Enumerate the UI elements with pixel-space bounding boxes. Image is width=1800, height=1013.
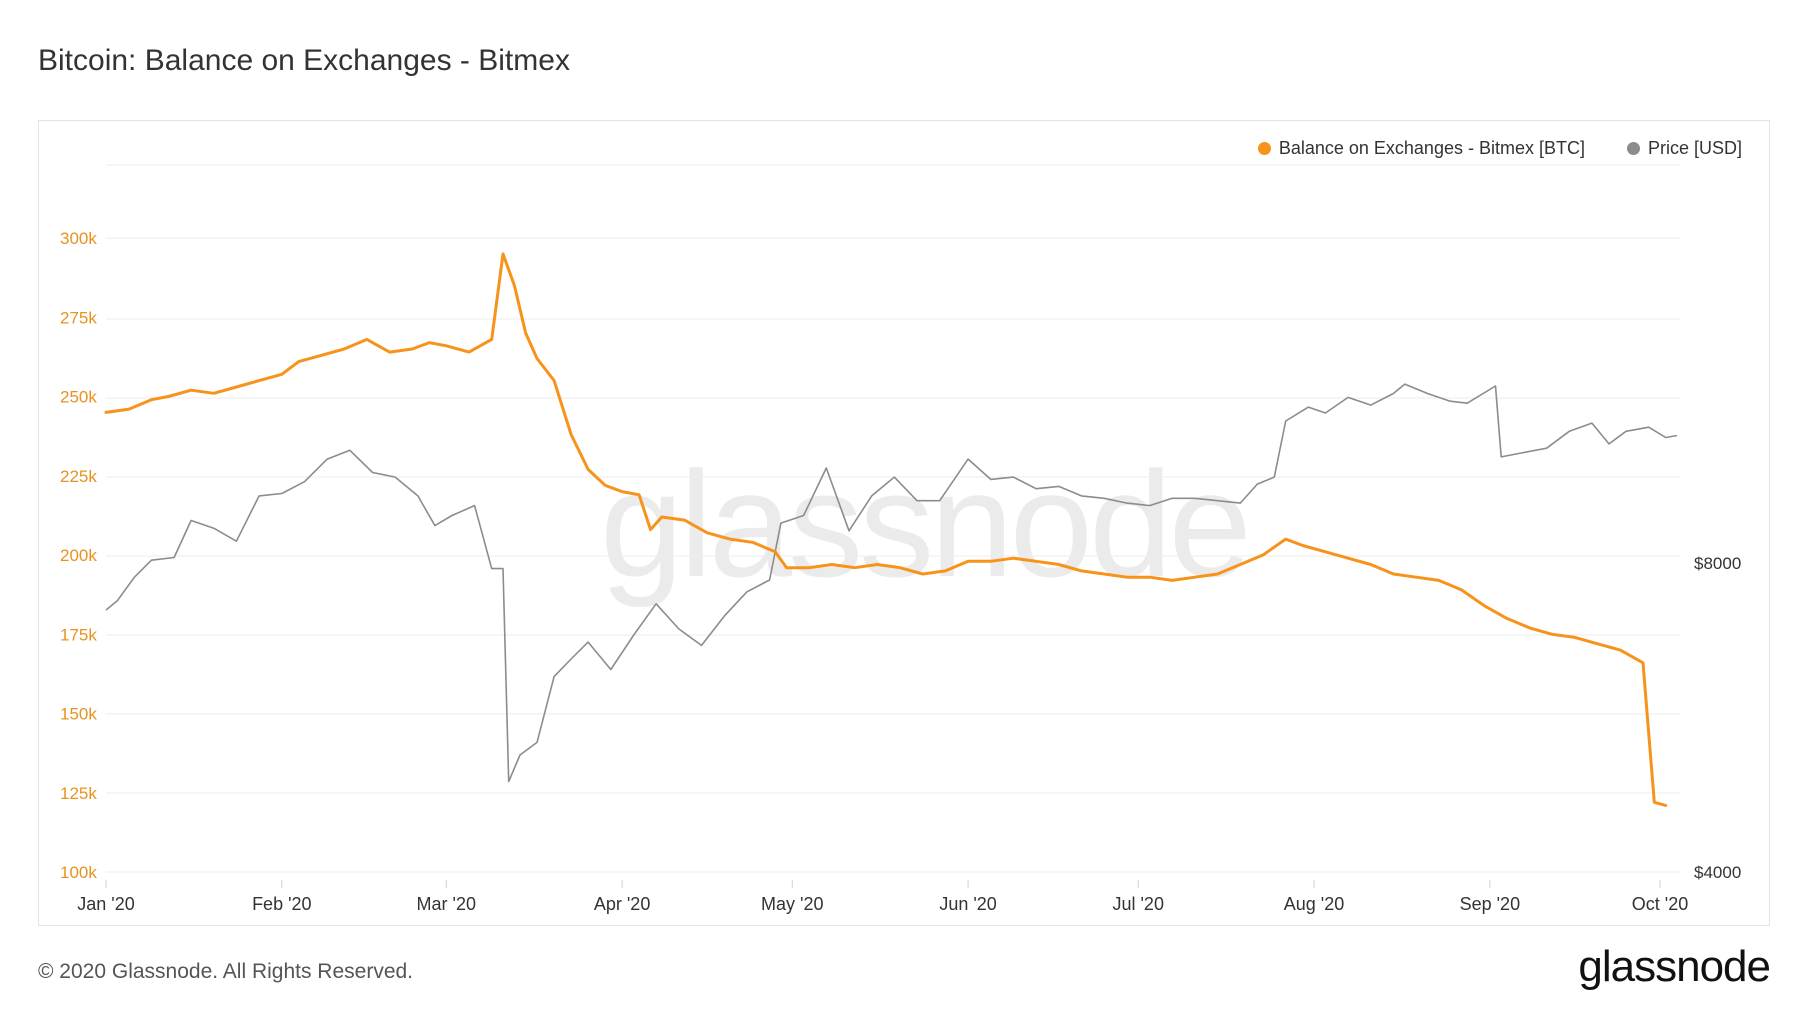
legend-item-price[interactable]: Price [USD]: [1626, 138, 1742, 159]
y-left-tick-label: 200k: [60, 546, 97, 565]
y-left-tick-label: 100k: [60, 863, 97, 882]
x-tick-label: May '20: [761, 894, 823, 914]
legend-label-balance: Balance on Exchanges - Bitmex [BTC]: [1278, 138, 1585, 158]
y-left-tick-label: 225k: [60, 467, 97, 486]
x-tick-label: Mar '20: [417, 894, 476, 914]
x-tick-label: Apr '20: [594, 894, 650, 914]
y-right-tick-label: $4000: [1694, 863, 1741, 882]
x-tick-label: Jul '20: [1112, 894, 1163, 914]
x-tick-label: Feb '20: [252, 894, 311, 914]
chart-title: Bitcoin: Balance on Exchanges - Bitmex: [38, 44, 570, 77]
x-tick-label: Jun '20: [939, 894, 996, 914]
y-right-tick-label: $8000: [1694, 554, 1741, 573]
series-line-balance: [104, 252, 1668, 807]
series-line-price: [105, 383, 1678, 783]
y-left-tick-label: 175k: [60, 625, 97, 644]
x-tick-label: Jan '20: [77, 894, 134, 914]
watermark: glassnode: [600, 440, 1252, 608]
legend-dot-price: [1626, 142, 1640, 155]
x-tick-label: Oct '20: [1632, 894, 1688, 914]
chart-frame: [38, 120, 1770, 926]
y-left-tick-label: 300k: [60, 229, 97, 248]
y-left-tick-label: 275k: [60, 308, 97, 327]
x-tick-label: Sep '20: [1460, 894, 1521, 914]
y-left-tick-label: 125k: [60, 784, 97, 803]
chart-legend: Balance on Exchanges - Bitmex [BTC] Pric…: [1257, 138, 1742, 159]
legend-dot-balance: [1257, 142, 1271, 155]
copyright-footer: © 2020 Glassnode. All Rights Reserved.: [38, 960, 414, 983]
glassnode-logo[interactable]: glassnode: [1578, 942, 1771, 991]
y-left-tick-label: 150k: [60, 705, 97, 724]
legend-item-balance[interactable]: Balance on Exchanges - Bitmex [BTC]: [1257, 138, 1585, 159]
y-left-tick-label: 250k: [60, 388, 97, 407]
x-tick-label: Aug '20: [1284, 894, 1345, 914]
legend-label-price: Price [USD]: [1647, 138, 1742, 158]
